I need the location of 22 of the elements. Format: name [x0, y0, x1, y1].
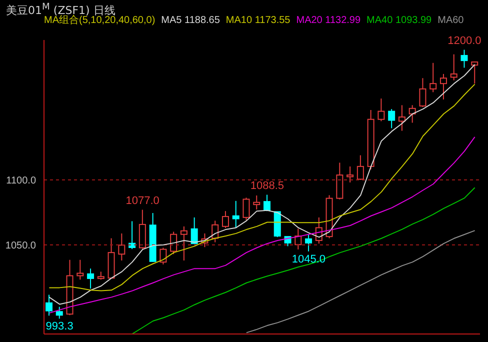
text: MA10 1173.55	[226, 14, 290, 28]
candlestick	[118, 232, 126, 261]
text: MA40 1093.99	[366, 14, 432, 28]
candlestick	[232, 200, 240, 228]
text: MA20 1132.99	[296, 14, 361, 28]
text: MA5 1188.65	[161, 14, 220, 28]
annotation: 1200.0	[448, 34, 482, 47]
text: MA60	[438, 14, 464, 28]
candlestick	[253, 194, 260, 210]
annotation: 1077.0	[126, 194, 160, 207]
y-tick-label: 1050.0	[5, 240, 36, 252]
annotation: 1045.0	[292, 253, 326, 266]
legend-title: MA组合(5,10,20,40,60,0)	[44, 15, 156, 28]
chart-title: 美豆01$^{M}$ (ZSF1) 日线	[6, 1, 116, 17]
line-series	[246, 230, 476, 334]
candlestick	[87, 268, 94, 290]
annotation: 1088.5	[250, 180, 284, 192]
y-tick-label: 1100.0	[6, 175, 36, 186]
candlestick	[398, 104, 406, 132]
candlestick	[450, 54, 458, 81]
annotation: 993.3	[46, 320, 74, 333]
line-series	[48, 136, 476, 314]
